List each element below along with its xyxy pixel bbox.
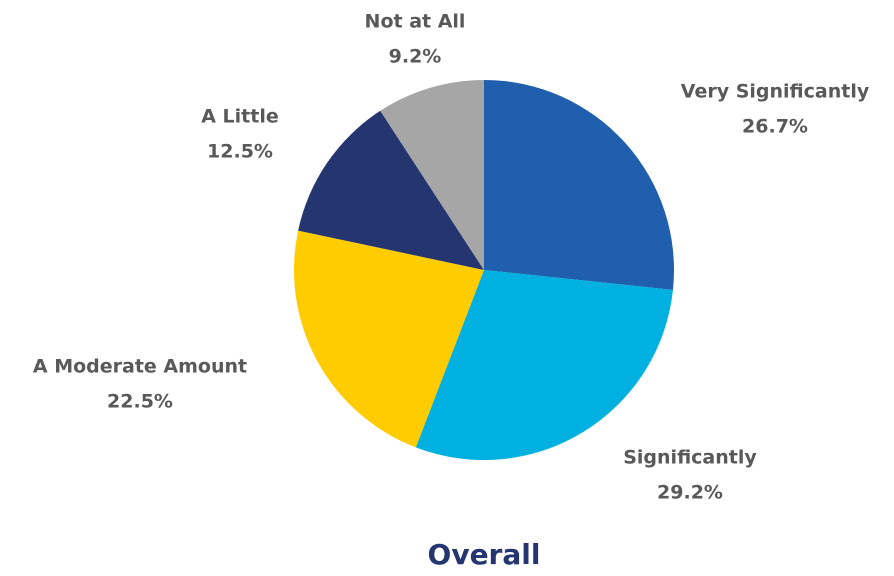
slice-label: A Moderate Amount xyxy=(33,356,247,378)
pie-slice xyxy=(298,110,484,270)
slice-label: Very Significantly xyxy=(681,81,870,103)
slice-label: Not at All xyxy=(365,11,466,33)
pie-slice xyxy=(380,80,484,270)
slice-label: A Little xyxy=(201,106,279,128)
pie-slice xyxy=(293,230,484,448)
slice-label: Significantly xyxy=(623,447,757,469)
slice-value-label: 29.2% xyxy=(657,482,723,504)
slice-value-label: 22.5% xyxy=(107,391,173,413)
pie-slice xyxy=(415,270,673,460)
slice-value-label: 9.2% xyxy=(389,46,442,68)
chart-title: Overall xyxy=(428,538,541,571)
slice-value-label: 26.7% xyxy=(742,116,808,138)
pie-slice xyxy=(484,80,674,290)
slice-value-label: 12.5% xyxy=(207,141,273,163)
